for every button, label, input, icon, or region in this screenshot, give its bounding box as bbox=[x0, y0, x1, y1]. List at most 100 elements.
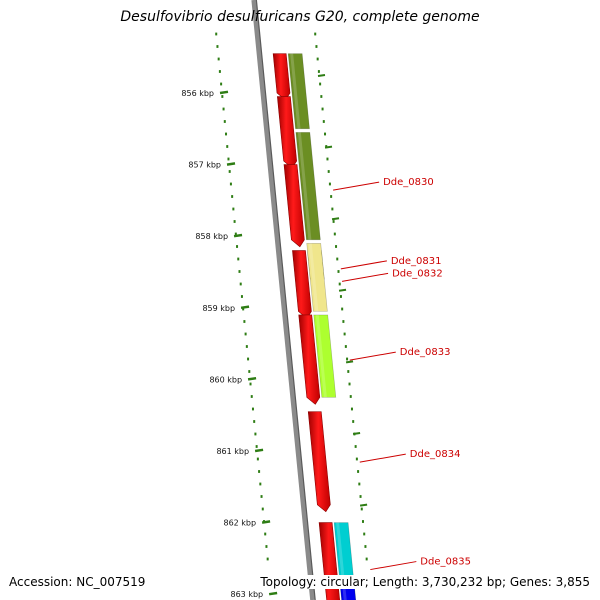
feature-block bbox=[287, 53, 310, 130]
ruler-label: 858 kbp bbox=[195, 232, 228, 241]
accession-text: Accession: NC_007519 bbox=[7, 575, 148, 589]
ruler-dot-outer bbox=[361, 520, 364, 523]
ruler-dot-inner bbox=[255, 445, 258, 448]
ruler-dot-inner bbox=[258, 470, 261, 473]
ruler-dot-inner bbox=[260, 495, 263, 498]
ruler-dot-outer bbox=[336, 257, 339, 261]
feature-leader-line bbox=[340, 260, 387, 270]
ruler-dot-outer bbox=[343, 332, 346, 336]
ruler-dot-inner bbox=[218, 70, 221, 73]
ruler-dot-outer bbox=[339, 295, 342, 298]
ruler-dot-inner bbox=[220, 82, 223, 86]
ruler-tick bbox=[268, 591, 278, 596]
ruler-dot-outer bbox=[358, 482, 361, 486]
ruler-dot-inner bbox=[256, 457, 259, 461]
ruler-dot-inner bbox=[229, 182, 232, 186]
feature-label: Dde_0833 bbox=[400, 347, 451, 358]
ruler-dot-outer bbox=[332, 220, 335, 223]
ruler-dot-inner bbox=[248, 370, 251, 373]
ruler-dot-inner bbox=[232, 207, 235, 211]
ruler-dot-outer bbox=[363, 532, 366, 536]
ruler-label: 859 kbp bbox=[202, 304, 235, 313]
feature-block bbox=[306, 243, 328, 312]
ruler-dot-inner bbox=[231, 195, 234, 198]
ruler-label: 862 kbp bbox=[223, 519, 256, 528]
gene-arrow bbox=[283, 164, 305, 248]
ruler-dot-outer bbox=[355, 457, 358, 461]
feature-highlight bbox=[308, 243, 319, 312]
ruler-label: 861 kbp bbox=[216, 447, 249, 456]
ruler-dot-inner bbox=[247, 357, 250, 361]
ruler-dot-outer bbox=[328, 182, 331, 186]
feature-track bbox=[287, 53, 356, 600]
feature-label: Dde_0832 bbox=[392, 268, 443, 279]
feature-label: Dde_0830 bbox=[383, 177, 434, 188]
ruler-tick-outer bbox=[317, 74, 326, 77]
ruler-dot-outer bbox=[364, 545, 367, 548]
ruler-dot-outer bbox=[360, 507, 363, 511]
backbone-line bbox=[251, 0, 316, 600]
ruler-dot-inner bbox=[253, 420, 256, 423]
ruler-dot-inner bbox=[244, 332, 247, 336]
ruler-dot-outer bbox=[346, 357, 349, 361]
ruler-dot-inner bbox=[217, 57, 220, 61]
ruler-dot-inner bbox=[236, 245, 239, 248]
gene-arrow bbox=[272, 53, 291, 101]
ruler-dot-inner bbox=[223, 120, 226, 123]
ruler-tick bbox=[219, 90, 229, 95]
ruler-dot-inner bbox=[239, 282, 242, 286]
ruler-label: 863 kbp bbox=[231, 590, 264, 599]
ruler-dot-outer bbox=[316, 57, 319, 61]
ruler-tick bbox=[226, 162, 236, 166]
ruler-dot-outer bbox=[359, 495, 362, 498]
ruler-dot-inner bbox=[237, 257, 240, 261]
ruler-dot-outer bbox=[338, 282, 341, 286]
ruler-dot-inner bbox=[254, 432, 257, 436]
feature-highlight bbox=[290, 53, 301, 129]
ruler-dot-inner bbox=[221, 95, 224, 98]
gene-track bbox=[272, 53, 340, 600]
ruler-dot-inner bbox=[226, 145, 229, 148]
ruler-dot-outer bbox=[315, 45, 318, 48]
gene-arrow bbox=[307, 411, 331, 513]
ruler-dot-inner bbox=[215, 32, 218, 36]
ruler-label: 856 kbp bbox=[181, 89, 214, 98]
backbone-track bbox=[251, 0, 316, 600]
ruler-tick-outer bbox=[338, 288, 347, 292]
ruler-dot-outer bbox=[326, 157, 329, 161]
backbone-shadow bbox=[255, 0, 316, 600]
ruler-dot-inner bbox=[243, 320, 246, 323]
ruler-tick bbox=[261, 520, 271, 524]
ruler-tick bbox=[240, 305, 250, 310]
ruler-dot-outer bbox=[349, 395, 352, 398]
ruler-dot-outer bbox=[327, 170, 330, 173]
ruler-dot-inner bbox=[233, 220, 236, 223]
ruler-dot-inner bbox=[238, 270, 241, 273]
ruler-dot-inner bbox=[251, 407, 254, 411]
ruler-dot-inner bbox=[265, 545, 268, 548]
ruler-tick-outer bbox=[324, 145, 333, 149]
ruler-dot-outer bbox=[317, 70, 320, 73]
feature-label: Dde_0831 bbox=[391, 256, 442, 267]
ruler-dot-outer bbox=[333, 232, 336, 236]
ruler-dot-outer bbox=[348, 382, 351, 386]
ruler-dot-inner bbox=[234, 232, 237, 236]
ruler-tick-outer bbox=[331, 217, 340, 221]
ruler-tick-outer bbox=[352, 432, 361, 435]
ruler-dot-outer bbox=[347, 370, 350, 373]
ruler-label: 860 kbp bbox=[209, 375, 242, 384]
ruler-dot-outer bbox=[354, 445, 357, 448]
ruler-label: 857 kbp bbox=[188, 161, 221, 170]
ruler-dot-inner bbox=[261, 507, 264, 511]
ruler-tick-outer bbox=[345, 360, 354, 364]
ruler-dot-outer bbox=[314, 32, 317, 36]
feature-block bbox=[295, 132, 321, 241]
ruler-dot-outer bbox=[319, 82, 322, 86]
ruler-dot-inner bbox=[264, 532, 267, 536]
feature-label: Dde_0834 bbox=[410, 449, 461, 460]
ruler-dot-inner bbox=[240, 295, 243, 298]
ruler-dot-outer bbox=[324, 132, 327, 136]
feature-highlight bbox=[297, 132, 312, 240]
